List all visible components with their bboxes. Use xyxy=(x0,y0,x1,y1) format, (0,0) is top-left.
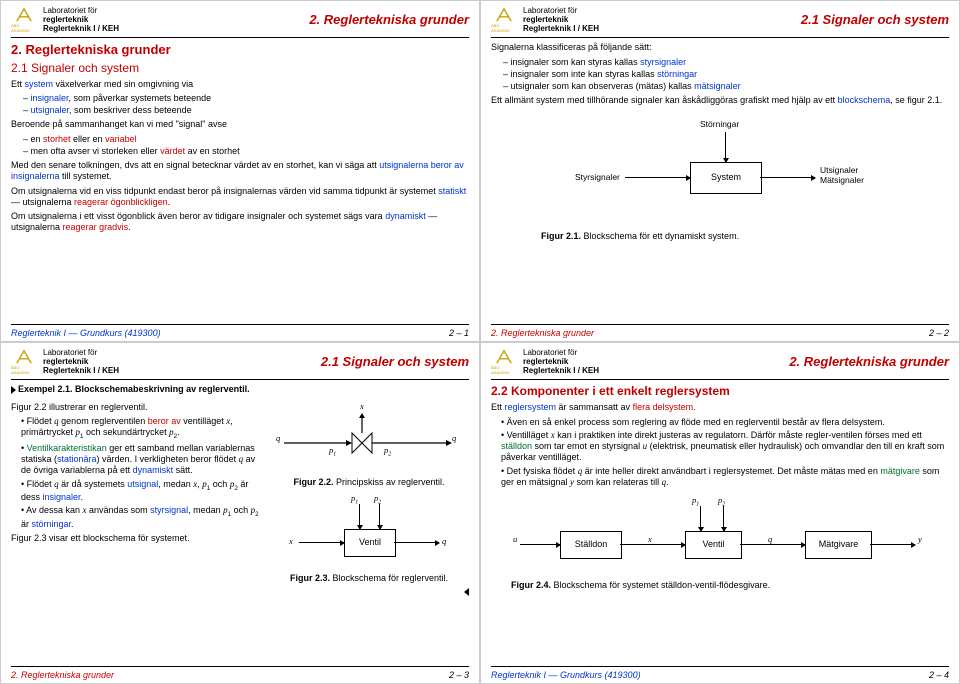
slide-3: ÅBO AKADEMI Laboratoriet förreglerteknik… xyxy=(0,342,480,684)
logo: ÅBO AKADEMI xyxy=(11,7,37,33)
body-text: Beroende på sammanhanget kan vi med "sig… xyxy=(11,119,469,130)
slide-header: ÅBO AKADEMI Laboratoriet för reglertekni… xyxy=(11,7,469,33)
body-text: Ett system växelverkar med sin omgivning… xyxy=(11,79,469,90)
slide-2: ÅBO AKADEMI Laboratoriet förreglerteknik… xyxy=(480,0,960,342)
body-text: Ett allmänt system med tillhörande signa… xyxy=(491,95,949,106)
figure-caption: Figur 2.3. Blockschema för reglerventil. xyxy=(269,573,469,584)
body-text: Om utsignalerna vid en viss tidpunkt end… xyxy=(11,186,469,209)
logo: ÅBO AKADEMI xyxy=(491,349,517,375)
block-diagram: System Störningar Styrsignaler Utsignale… xyxy=(570,117,870,227)
slide-4: ÅBO AKADEMI Laboratoriet förreglerteknik… xyxy=(480,342,960,684)
body-text: Signalerna klassificeras på följande sät… xyxy=(491,42,949,53)
body-text: Om utsignalerna i ett visst ögonblick äv… xyxy=(11,211,469,234)
valve-sketch: x q p1 p2 q xyxy=(274,403,464,473)
block-diagram: Ventil x q p1 p2 xyxy=(274,494,464,569)
footer: Reglerteknik I — Grundkurs (419300) 2 – … xyxy=(11,328,469,339)
header-title: 2. Reglertekniska grunder xyxy=(309,12,469,28)
header-title: 2. Reglertekniska grunder xyxy=(789,354,949,370)
body-text: Figur 2.3 visar ett blockschema för syst… xyxy=(11,533,261,544)
example-title: Exempel 2.1. Blockschemabeskrivning av r… xyxy=(11,384,469,395)
body-text: Figur 2.2 illustrerar en reglerventil. xyxy=(11,402,261,413)
subsection-title: 2.2 Komponenter i ett enkelt reglersyste… xyxy=(491,384,949,399)
logo: ÅBO AKADEMI xyxy=(11,349,37,375)
section-title: 2. Reglertekniska grunder xyxy=(11,42,469,58)
list: insignaler, som påverkar systemets betee… xyxy=(11,93,469,117)
figure-caption: Figur 2.1. Blockschema för ett dynamiskt… xyxy=(541,231,949,242)
list: en storhet eller en variabel men ofta av… xyxy=(11,134,469,158)
footer: 2. Reglertekniska grunder 2 – 2 xyxy=(491,328,949,339)
nav-icon xyxy=(464,588,469,596)
body-text: Ett reglersystem är sammansatt av flera … xyxy=(491,402,949,413)
lab-info: Laboratoriet för reglerteknik Reglertekn… xyxy=(43,7,119,33)
header-title: 2.1 Signaler och system xyxy=(801,12,949,28)
list: insignaler som kan styras kallas styrsig… xyxy=(491,57,949,93)
body-text: Med den senare tolkningen, dvs att en si… xyxy=(11,160,469,183)
header-title: 2.1 Signaler och system xyxy=(321,354,469,370)
footer: 2. Reglertekniska grunder 2 – 3 xyxy=(11,670,469,681)
figure-caption: Figur 2.2. Principskiss av reglerventil. xyxy=(269,477,469,488)
subsection-title: 2.1 Signaler och system xyxy=(11,61,469,76)
figure-caption: Figur 2.4. Blockschema för systemet stäl… xyxy=(511,580,949,591)
list: Även en så enkel process som reglering a… xyxy=(491,417,949,489)
block-diagram: Ställdon Ventil Mätgivare u x q y p1 p2 xyxy=(505,496,935,576)
footer: Reglerteknik I — Grundkurs (419300) 2 – … xyxy=(491,670,949,681)
slide-1: ÅBO AKADEMI Laboratoriet för reglertekni… xyxy=(0,0,480,342)
logo: ÅBO AKADEMI xyxy=(491,7,517,33)
list: Flödet q genom reglerventilen beror av v… xyxy=(11,416,261,530)
